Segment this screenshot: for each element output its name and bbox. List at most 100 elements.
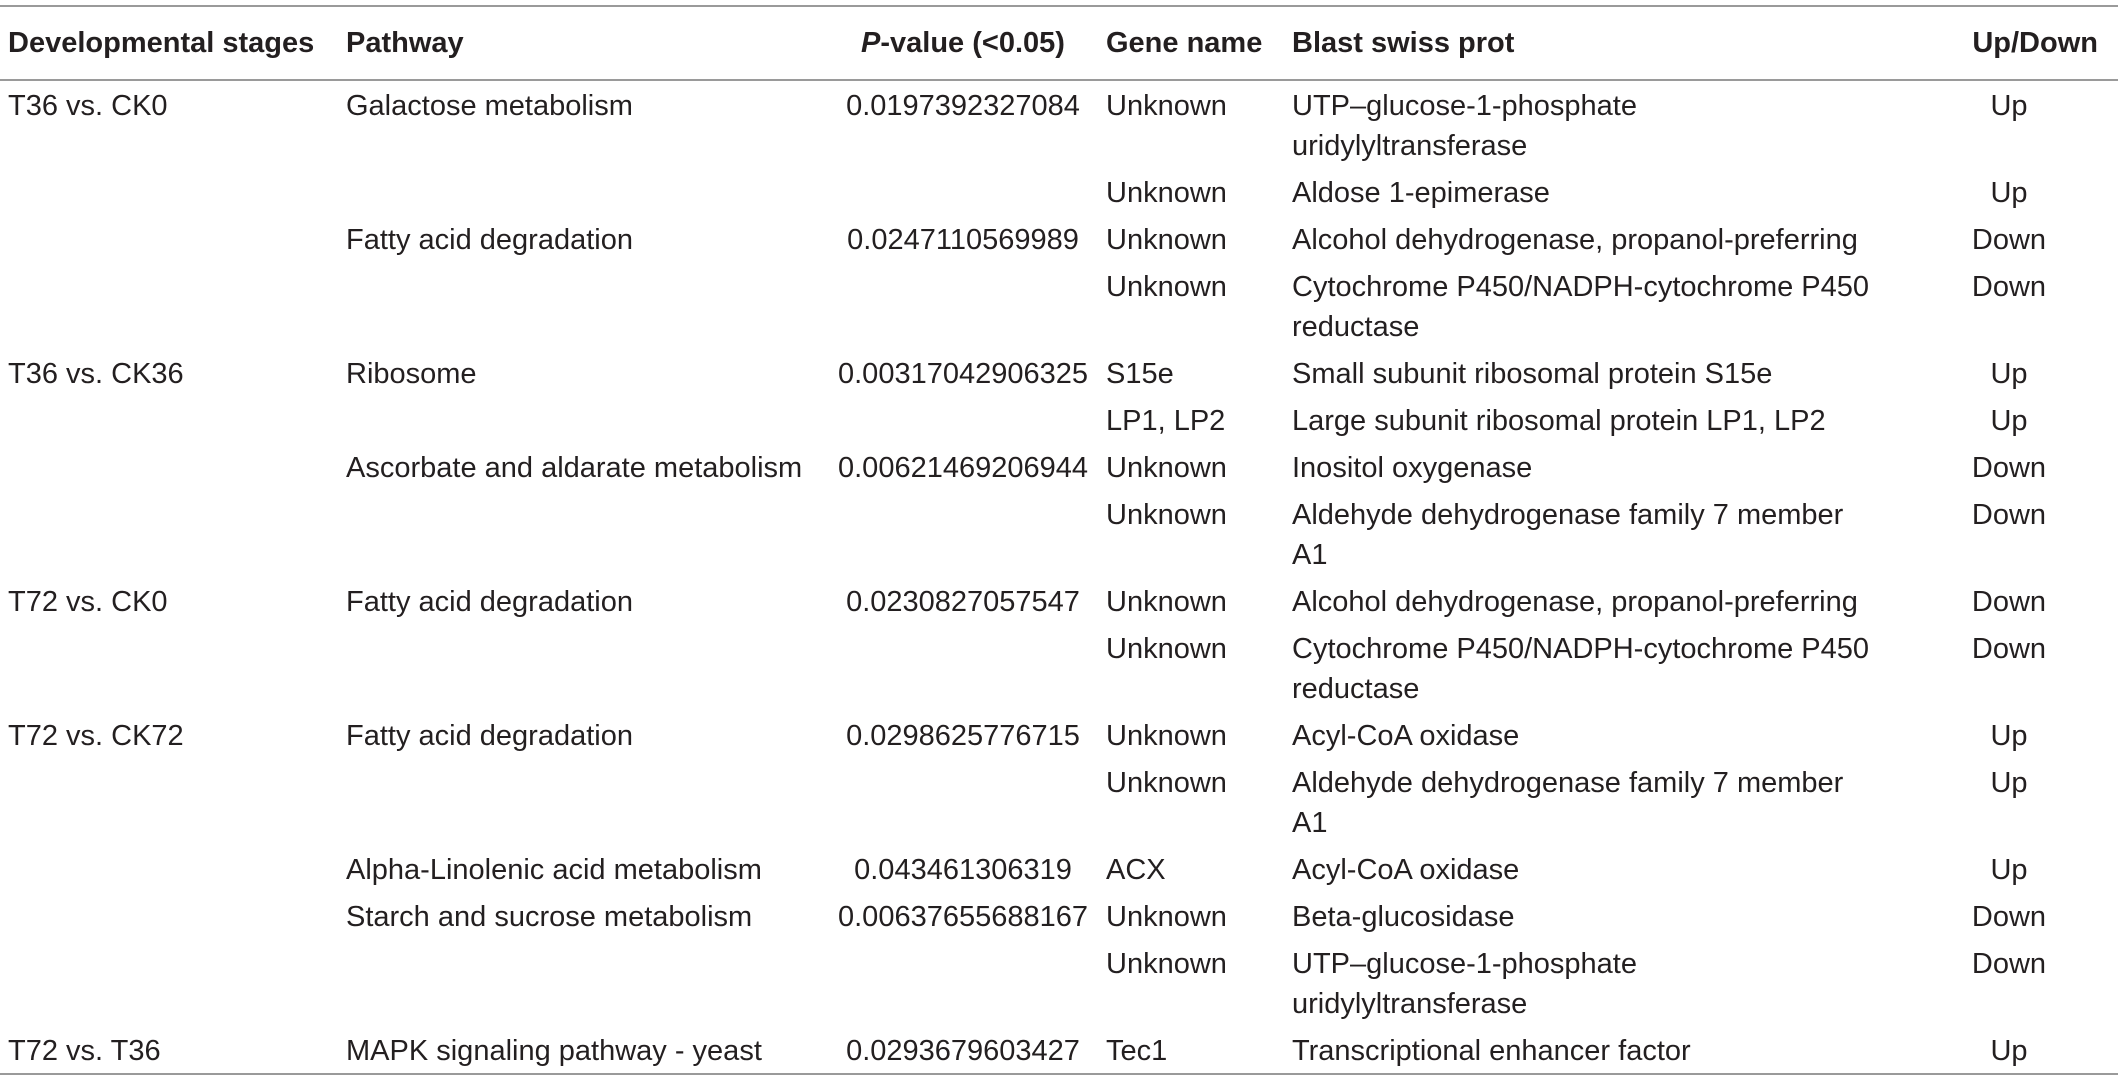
cell-gene: Unknown	[1106, 452, 1227, 484]
cell-pathway	[338, 939, 820, 1026]
cell-stage: T36 vs. CK0	[8, 90, 168, 122]
table-row: Unknown Aldose 1-epimerase Up	[0, 168, 2118, 215]
table-row: Ascorbate and aldarate metabolism 0.00621…	[0, 443, 2118, 490]
cell-pathway: MAPK signaling pathway - yeast	[346, 1035, 762, 1067]
cell-pathway	[338, 396, 820, 443]
cell-pvalue: 0.0298625776715	[846, 720, 1080, 752]
table-row: T72 vs. T36 MAPK signaling pathway - yeas…	[0, 1026, 2118, 1074]
cell-stage: T72 vs. CK0	[8, 586, 168, 618]
cell-blast: Alcohol dehydrogenase, propanol-preferri…	[1292, 586, 1858, 618]
cell-gene: ACX	[1106, 854, 1166, 886]
cell-blast: Transcriptional enhancer factor	[1292, 1035, 1691, 1067]
cell-updown: Down	[1971, 633, 2047, 665]
table-row: T72 vs. CK0 Fatty acid degradation 0.02308…	[0, 577, 2118, 624]
cell-pvalue	[820, 939, 1098, 1026]
cell-pathway: Fatty acid degradation	[346, 224, 633, 256]
cell-blast: Aldehyde dehydrogenase family 7 member A…	[1292, 767, 1844, 839]
header-row: Developmental stages Pathway P-value (<0…	[0, 6, 2118, 80]
cell-gene: Unknown	[1106, 90, 1227, 122]
cell-updown: Up	[1990, 405, 2028, 437]
cell-stage	[0, 262, 338, 349]
cell-pathway: Ascorbate and aldarate metabolism	[346, 452, 803, 484]
cell-updown: Down	[1971, 948, 2047, 980]
cell-blast: Inositol oxygenase	[1292, 452, 1533, 484]
cell-gene: Unknown	[1106, 271, 1227, 303]
cell-stage: T72 vs. T36	[8, 1035, 161, 1067]
cell-stage	[0, 215, 338, 262]
header-pathway: Pathway	[346, 27, 464, 59]
table-row: Starch and sucrose metabolism 0.006376556…	[0, 892, 2118, 939]
header-pvalue: P-value (<0.05)	[820, 6, 1098, 80]
header-gene: Gene name	[1106, 27, 1263, 59]
cell-blast: Acyl-CoA oxidase	[1292, 854, 1520, 886]
cell-pathway	[338, 168, 820, 215]
pathway-table-container: Developmental stages Pathway P-value (<0…	[0, 6, 2118, 1074]
cell-pvalue	[820, 262, 1098, 349]
cell-gene: Unknown	[1106, 901, 1227, 933]
cell-updown: Down	[1971, 271, 2047, 303]
cell-pathway: Starch and sucrose metabolism	[346, 901, 753, 933]
header-stage: Developmental stages	[8, 27, 315, 59]
cell-pathway: Fatty acid degradation	[346, 720, 633, 752]
cell-stage	[0, 892, 338, 939]
cell-gene: Unknown	[1106, 948, 1227, 980]
table-row: Alpha-Linolenic acid metabolism 0.0434613…	[0, 845, 2118, 892]
cell-pvalue	[820, 168, 1098, 215]
cell-blast: Cytochrome P450/NADPH-cytochrome P450 re…	[1292, 271, 1870, 343]
cell-stage	[0, 168, 338, 215]
cell-pathway	[338, 262, 820, 349]
cell-updown: Down	[1971, 452, 2047, 484]
cell-stage: T72 vs. CK72	[8, 720, 184, 752]
cell-gene: Unknown	[1106, 177, 1227, 209]
cell-gene: Unknown	[1106, 499, 1227, 531]
cell-blast: Beta-glucosidase	[1292, 901, 1515, 933]
pathway-table: Developmental stages Pathway P-value (<0…	[0, 5, 2118, 1075]
table-row: Unknown Aldehyde dehydrogenase family 7 m…	[0, 490, 2118, 577]
cell-stage	[0, 396, 338, 443]
header-pvalue-rest: -value (<0.05)	[880, 27, 1065, 59]
cell-pathway	[338, 758, 820, 845]
cell-pvalue	[820, 490, 1098, 577]
cell-pvalue: 0.0247110569989	[847, 224, 1079, 256]
cell-stage	[0, 758, 338, 845]
cell-blast: Aldehyde dehydrogenase family 7 member A…	[1292, 499, 1844, 571]
cell-stage	[0, 939, 338, 1026]
cell-gene: Unknown	[1106, 224, 1227, 256]
cell-pvalue	[820, 396, 1098, 443]
cell-updown: Up	[1990, 90, 2028, 122]
cell-stage	[0, 624, 338, 711]
cell-gene: S15e	[1106, 358, 1174, 390]
cell-pvalue: 0.043461306319	[854, 854, 1072, 886]
cell-stage	[0, 845, 338, 892]
cell-pvalue	[820, 624, 1098, 711]
cell-pathway: Ribosome	[346, 358, 477, 390]
table-row: Unknown UTP–glucose-1-phosphate uridylylt…	[0, 939, 2118, 1026]
table-header: Developmental stages Pathway P-value (<0…	[0, 6, 2118, 80]
cell-blast: Large subunit ribosomal protein LP1, LP2	[1292, 405, 1826, 437]
cell-pvalue: 0.0230827057547	[846, 586, 1080, 618]
table-row: T36 vs. CK0 Galactose metabolism 0.0197392…	[0, 80, 2118, 168]
cell-gene: Unknown	[1106, 720, 1227, 752]
cell-gene: Unknown	[1106, 767, 1227, 799]
cell-updown: Up	[1990, 358, 2028, 390]
cell-stage	[0, 490, 338, 577]
cell-pvalue	[820, 758, 1098, 845]
header-pvalue-p: P	[861, 27, 881, 59]
cell-stage	[0, 443, 338, 490]
cell-blast: Cytochrome P450/NADPH-cytochrome P450 re…	[1292, 633, 1870, 705]
cell-gene: Unknown	[1106, 633, 1227, 665]
cell-updown: Up	[1990, 854, 2028, 886]
cell-updown: Up	[1990, 720, 2028, 752]
cell-pvalue: 0.00637655688167	[838, 901, 1088, 933]
cell-updown: Down	[1971, 499, 2047, 531]
cell-gene: Tec1	[1106, 1035, 1168, 1067]
header-updown: Up/Down	[1972, 27, 2098, 59]
cell-blast: Acyl-CoA oxidase	[1292, 720, 1520, 752]
cell-pathway	[338, 490, 820, 577]
cell-blast: Small subunit ribosomal protein S15e	[1292, 358, 1773, 390]
cell-blast: Aldose 1-epimerase	[1292, 177, 1550, 209]
table-row: T72 vs. CK72 Fatty acid degradation 0.0298…	[0, 711, 2118, 758]
header-blast: Blast swiss prot	[1292, 27, 1515, 59]
table-row: Fatty acid degradation 0.0247110569989 Unk…	[0, 215, 2118, 262]
cell-pathway: Fatty acid degradation	[346, 586, 633, 618]
